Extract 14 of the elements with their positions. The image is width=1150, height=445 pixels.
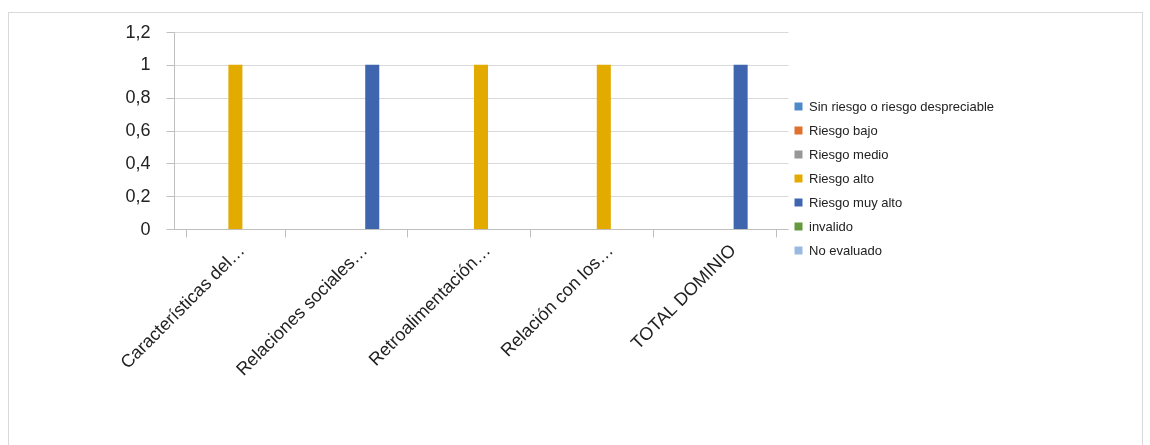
y-tick-label: 1 xyxy=(140,54,151,75)
y-tick-label: 1,2 xyxy=(125,21,151,42)
legend-label: Riesgo bajo xyxy=(809,122,878,138)
legend-label: Riesgo medio xyxy=(809,146,889,162)
legend-label: Sin riesgo o riesgo despreciable xyxy=(809,98,994,114)
legend-label: Riesgo muy alto xyxy=(809,194,903,210)
y-tick-label: 0,2 xyxy=(125,185,151,206)
legend-label: Riesgo alto xyxy=(809,170,875,186)
y-tick-label: 0,6 xyxy=(125,120,151,140)
y-tick-label: 0 xyxy=(140,218,151,239)
y-tick-label: 0,8 xyxy=(125,87,151,108)
legend-label: No evaluado xyxy=(809,242,882,258)
y-tick-label: 0,4 xyxy=(125,152,151,173)
legend-label: invalido xyxy=(809,218,854,234)
